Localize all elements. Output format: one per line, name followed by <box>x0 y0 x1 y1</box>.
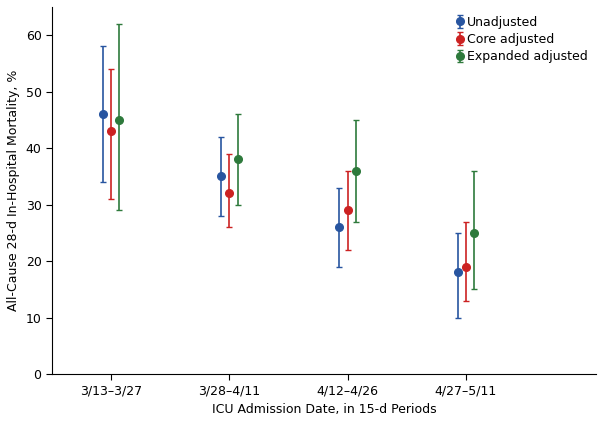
Legend: Unadjusted, Core adjusted, Expanded adjusted: Unadjusted, Core adjusted, Expanded adju… <box>454 13 590 66</box>
Y-axis label: All-Cause 28-d In-Hospital Mortality, %: All-Cause 28-d In-Hospital Mortality, % <box>7 70 20 311</box>
X-axis label: ICU Admission Date, in 15-d Periods: ICU Admission Date, in 15-d Periods <box>212 403 437 416</box>
